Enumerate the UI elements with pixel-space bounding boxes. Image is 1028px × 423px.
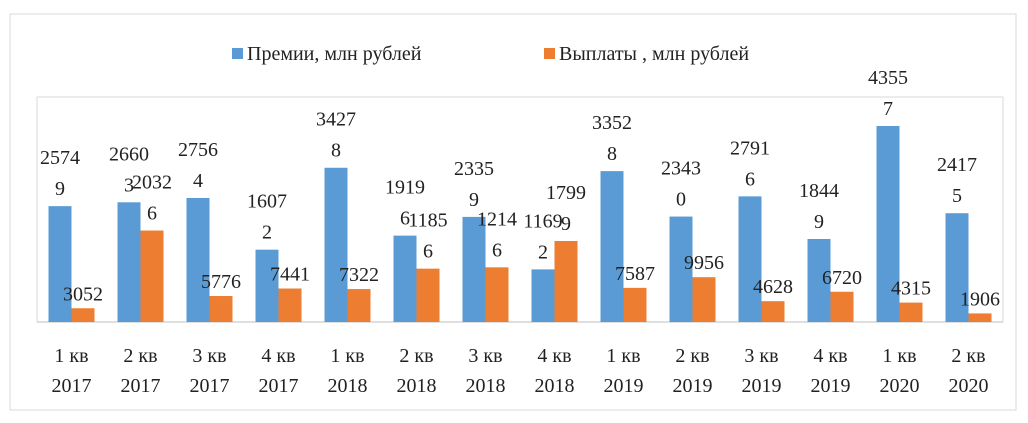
data-label: 7441 — [270, 264, 310, 286]
x-tick-label: 2 кв 2017 — [121, 345, 161, 397]
x-tick-label: 2 кв 2020 — [949, 345, 989, 397]
x-tick-label: 2 кв 2018 — [397, 345, 437, 397]
x-tick-label: 1 кв 2018 — [328, 345, 368, 397]
bar — [255, 249, 279, 322]
bar — [186, 197, 210, 322]
x-tick-label: 3 кв 2018 — [466, 345, 506, 397]
bar — [554, 241, 578, 322]
x-tick-label: 1 кв 2020 — [880, 345, 920, 397]
bar — [71, 308, 95, 322]
data-label: 2032 6 — [132, 172, 172, 225]
bar — [692, 277, 716, 322]
x-tick-label: 4 кв 2018 — [535, 345, 575, 397]
chart-frame — [9, 13, 1017, 411]
bar — [945, 213, 969, 322]
data-label: 3427 8 — [316, 109, 356, 162]
bar — [48, 206, 72, 322]
data-label: 1799 9 — [546, 182, 586, 235]
legend-swatch — [232, 48, 243, 59]
data-label: 1214 6 — [477, 208, 517, 261]
x-tick-label: 1 кв 2017 — [52, 345, 92, 397]
x-tick-label: 3 кв 2017 — [190, 345, 230, 397]
data-label: 2335 9 — [454, 158, 494, 211]
data-label: 6720 — [822, 267, 862, 289]
bar — [462, 216, 486, 322]
data-label: 2791 6 — [730, 137, 770, 190]
data-label: 3352 8 — [592, 112, 632, 165]
data-label: 9956 — [684, 252, 724, 274]
data-label: 5776 — [201, 271, 241, 293]
data-label: 1169 2 — [523, 210, 562, 263]
bar — [761, 301, 785, 322]
bar — [347, 289, 371, 322]
data-label: 4355 7 — [868, 67, 908, 120]
data-label: 2660 3 — [109, 143, 149, 196]
data-label: 2417 5 — [937, 154, 977, 207]
data-label: 2343 0 — [661, 158, 701, 211]
bar — [140, 230, 164, 322]
bar — [117, 202, 141, 322]
data-label: 1607 2 — [247, 191, 287, 244]
bar — [209, 296, 233, 322]
bar — [669, 216, 693, 322]
data-label: 7587 — [615, 263, 655, 285]
legend-label: Премии, млн рублей — [247, 43, 422, 65]
legend-swatch — [544, 48, 555, 59]
data-label: 1919 6 — [385, 177, 425, 230]
bar — [393, 235, 417, 322]
bar — [416, 268, 440, 322]
bar — [623, 287, 647, 322]
data-label: 2756 4 — [178, 139, 218, 192]
x-tick-label: 2 кв 2019 — [673, 345, 713, 397]
bar — [830, 291, 854, 322]
bar — [807, 238, 831, 322]
data-label: 1844 9 — [799, 180, 839, 233]
x-tick-label: 4 кв 2019 — [811, 345, 851, 397]
bar — [876, 125, 900, 322]
legend-label: Выплаты , млн рублей — [559, 43, 749, 65]
data-label: 1185 6 — [408, 210, 447, 263]
bar — [278, 288, 302, 322]
bar — [738, 196, 762, 322]
data-label: 3052 — [63, 283, 103, 305]
data-label: 7322 — [339, 264, 379, 286]
data-label: 2574 9 — [40, 147, 80, 200]
bar — [968, 313, 992, 322]
data-label: 4315 — [891, 278, 931, 300]
bar — [600, 171, 624, 322]
bar — [531, 269, 555, 322]
x-tick-label: 4 кв 2017 — [259, 345, 299, 397]
data-label: 1906 — [960, 288, 1000, 310]
data-label: 4628 — [753, 276, 793, 298]
bar — [485, 267, 509, 322]
bar — [899, 302, 923, 322]
bar — [324, 167, 348, 322]
x-tick-label: 1 кв 2019 — [604, 345, 644, 397]
x-tick-label: 3 кв 2019 — [742, 345, 782, 397]
